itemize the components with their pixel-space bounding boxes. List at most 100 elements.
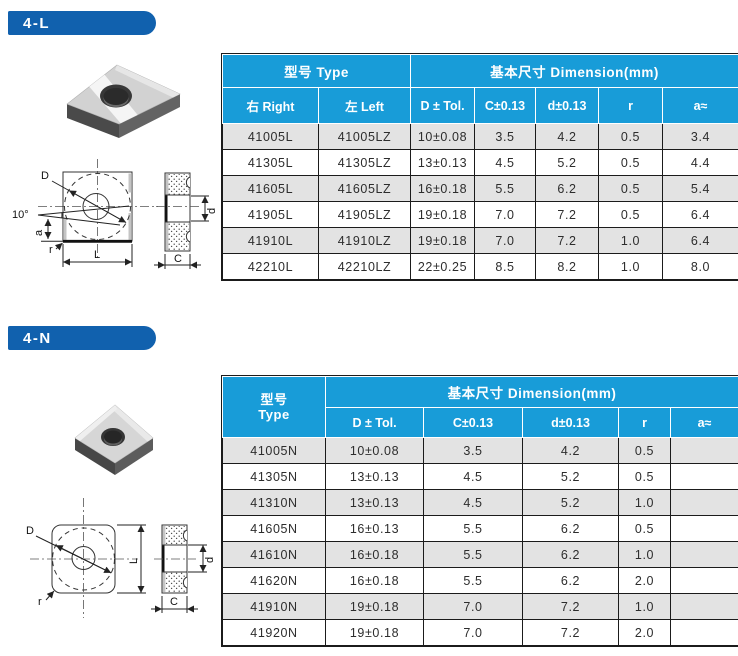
cell-d: 6.2: [522, 541, 619, 568]
cell-c: 7.0: [474, 227, 537, 254]
cell-a: [670, 437, 738, 464]
cell-model: 41910N: [222, 593, 326, 620]
col-header-d: d±0.13: [522, 407, 619, 438]
cell-d-tol: 19±0.18: [325, 593, 424, 620]
cell-d-tol: 19±0.18: [325, 619, 424, 646]
label-edge: a: [33, 229, 45, 236]
col-header-d-tol: D ± Tol.: [325, 407, 424, 438]
cell-model-left: 42210LZ: [317, 253, 412, 280]
cell-a: [670, 515, 738, 542]
cell-model-left: 41910LZ: [317, 227, 412, 254]
cell-model-left: 41005LZ: [317, 123, 412, 150]
cell-d-tol: 16±0.18: [325, 567, 424, 594]
spec-row: 41905L 41905LZ 19±0.18 7.0 7.2 0.5 6.4: [222, 201, 738, 228]
col-header-d: d±0.13: [535, 87, 600, 124]
cell-d-tol: 19±0.18: [410, 227, 476, 254]
cell-c: 4.5: [423, 489, 523, 516]
spec-row: 41605N 16±0.13 5.5 6.2 0.5: [222, 515, 738, 542]
cell-d-tol: 13±0.13: [325, 489, 424, 516]
cell-r: 0.5: [598, 123, 664, 150]
spec-table-4l-wrap: 型号 Type 基本尺寸 Dimension(mm) 右 Right 左 Lef…: [221, 53, 738, 281]
spec-row: 41305L 41305LZ 13±0.13 4.5 5.2 0.5 4.4: [222, 149, 738, 176]
cell-c: 3.5: [423, 437, 523, 464]
spec-row: 41310N 13±0.13 4.5 5.2 1.0: [222, 489, 738, 516]
cell-a: 6.4: [662, 227, 738, 254]
cell-c: 7.0: [474, 201, 537, 228]
cell-c: 7.0: [423, 593, 523, 620]
cell-d-tol: 13±0.13: [410, 149, 476, 176]
type-header-cn: 型号: [260, 392, 288, 407]
cell-a: [670, 567, 738, 594]
cell-model-right: 42210L: [222, 253, 319, 280]
cell-d: 6.2: [535, 175, 600, 202]
header-group-row: 型号 Type 基本尺寸 Dimension(mm): [222, 376, 738, 438]
cell-c: 5.5: [423, 515, 523, 542]
cell-model-left: 41905LZ: [317, 201, 412, 228]
col-header-a: a≈: [670, 407, 738, 438]
cell-r: 1.0: [618, 541, 671, 568]
cell-d: 6.2: [522, 567, 619, 594]
cell-d: 6.2: [522, 515, 619, 542]
col-header-d-tol: D ± Tol.: [410, 87, 476, 124]
section-4n-title: 4-N: [23, 329, 52, 347]
label-length: L: [94, 249, 100, 261]
cell-d-tol: 22±0.25: [410, 253, 476, 280]
cell-model-left: 41605LZ: [317, 175, 412, 202]
insert-photo-4n: [74, 404, 154, 475]
cell-d: 4.2: [522, 437, 619, 464]
cell-d: 5.2: [522, 463, 619, 490]
col-header-right: 右 Right: [222, 87, 319, 124]
sub-header-row: D ± Tol. C±0.13 d±0.13 r a≈: [223, 407, 738, 438]
cell-model-right: 41910L: [222, 227, 319, 254]
cell-d-tol: 16±0.18: [410, 175, 476, 202]
cell-r: 0.5: [618, 463, 671, 490]
cell-model-right: 41305L: [222, 149, 319, 176]
cell-a: [670, 489, 738, 516]
cell-d-tol: 10±0.08: [410, 123, 476, 150]
col-header-a: a≈: [662, 87, 738, 124]
col-header-c: C±0.13: [474, 87, 537, 124]
label-hole: d: [206, 208, 218, 214]
cell-r: 0.5: [598, 201, 664, 228]
cell-d: 7.2: [535, 227, 600, 254]
col-header-r: r: [618, 407, 671, 438]
cell-c: 8.5: [474, 253, 537, 280]
cell-r: 2.0: [618, 567, 671, 594]
cell-r: 0.5: [598, 149, 664, 176]
spec-table-4l: 型号 Type 基本尺寸 Dimension(mm) 右 Right 左 Lef…: [221, 54, 738, 280]
type-header-en: Type: [258, 407, 290, 422]
technical-drawing-4l: D 10° a r L d: [12, 159, 218, 269]
cell-d-tol: 16±0.13: [325, 515, 424, 542]
spec-row: 41605L 41605LZ 16±0.18 5.5 6.2 0.5 5.4: [222, 175, 738, 202]
label-thickness: C: [170, 596, 178, 608]
section-4l-title: 4-L: [23, 14, 50, 32]
cell-d: 4.2: [535, 123, 600, 150]
cell-model: 41620N: [222, 567, 326, 594]
spec-row: 41610N 16±0.18 5.5 6.2 1.0: [222, 541, 738, 568]
spec-row: 42210L 42210LZ 22±0.25 8.5 8.2 1.0 8.0: [222, 253, 738, 280]
cell-r: 0.5: [598, 175, 664, 202]
cell-c: 4.5: [474, 149, 537, 176]
header-group-row: 型号 Type 基本尺寸 Dimension(mm): [221, 54, 738, 88]
cell-a: 8.0: [662, 253, 738, 280]
spec-row: 41005N 10±0.08 3.5 4.2 0.5: [222, 437, 738, 464]
cell-c: 5.5: [474, 175, 537, 202]
cell-model: 41005N: [222, 437, 326, 464]
cell-r: 2.0: [618, 619, 671, 646]
cell-d-tol: 13±0.13: [325, 463, 424, 490]
spec-row: 41620N 16±0.18 5.5 6.2 2.0: [222, 567, 738, 594]
cell-a: [670, 463, 738, 490]
cell-d-tol: 10±0.08: [325, 437, 424, 464]
cell-model-right: 41005L: [222, 123, 319, 150]
cell-a: 5.4: [662, 175, 738, 202]
cell-d-tol: 19±0.18: [410, 201, 476, 228]
cell-model: 41605N: [222, 515, 326, 542]
spec-row: 41005L 41005LZ 10±0.08 3.5 4.2 0.5 3.4: [222, 123, 738, 150]
label-diameter: D: [26, 525, 34, 537]
cell-r: 1.0: [618, 593, 671, 620]
cell-a: 6.4: [662, 201, 738, 228]
cell-a: 4.4: [662, 149, 738, 176]
cell-model-left: 41305LZ: [317, 149, 412, 176]
col-header-left: 左 Left: [317, 87, 412, 124]
